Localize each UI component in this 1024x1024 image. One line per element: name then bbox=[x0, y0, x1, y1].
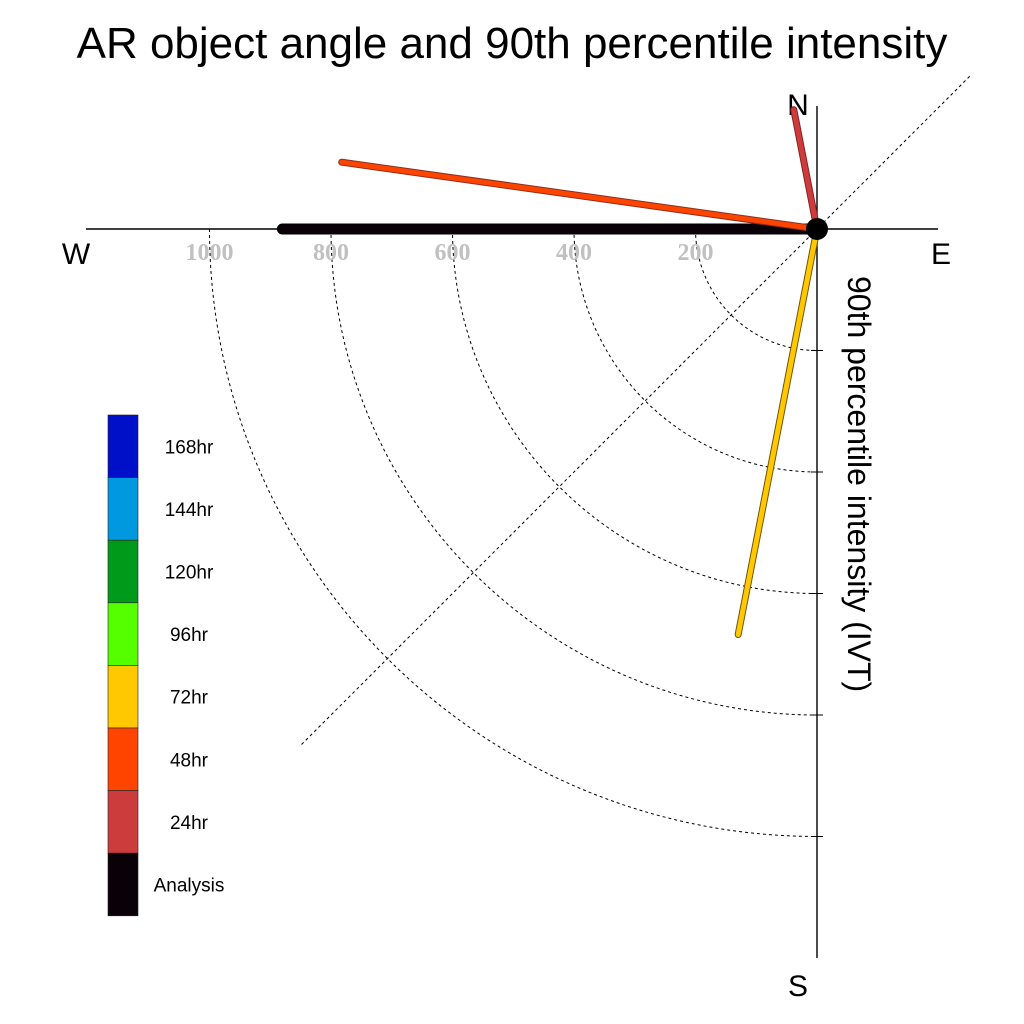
grid-arc bbox=[452, 228, 818, 594]
grid-arc bbox=[209, 228, 818, 837]
radial-tick-label: 600 bbox=[435, 240, 471, 266]
compass-west-label: W bbox=[62, 238, 91, 271]
vector-72hr bbox=[735, 226, 820, 638]
radial-tick-label: 200 bbox=[678, 240, 714, 266]
legend-label: 24hr bbox=[170, 813, 209, 834]
legend-label: Analysis bbox=[154, 876, 225, 897]
legend-label: 96hr bbox=[170, 625, 209, 646]
legend-swatch bbox=[107, 790, 139, 854]
radial-tick-label: 800 bbox=[313, 240, 349, 266]
legend-swatch bbox=[107, 477, 139, 541]
compass-south-label: S bbox=[788, 970, 808, 1003]
legend-label: 144hr bbox=[165, 500, 214, 521]
grid-arc bbox=[330, 228, 818, 716]
grid-arc bbox=[573, 228, 818, 473]
origin-marker bbox=[806, 218, 828, 240]
radial-tick-labels: 200 400 600 800 1000 bbox=[186, 240, 714, 266]
legend-swatch bbox=[107, 539, 139, 604]
radial-tick-label: 400 bbox=[556, 240, 592, 266]
y-axis-label: 90th percentile intensity (IVT) bbox=[841, 276, 877, 692]
legend-label: 48hr bbox=[170, 750, 209, 771]
legend-swatch bbox=[107, 727, 139, 791]
legend-swatch bbox=[107, 414, 139, 478]
compass-east-label: E bbox=[931, 238, 951, 271]
legend-label: 120hr bbox=[165, 563, 214, 584]
legend-label: 72hr bbox=[170, 688, 209, 709]
intensity-vectors bbox=[276, 106, 823, 639]
diagonal-grid-line bbox=[301, 74, 972, 745]
legend-swatch bbox=[107, 852, 139, 917]
vector-24hr bbox=[791, 107, 820, 232]
legend-swatch bbox=[107, 665, 139, 729]
vector-48hr bbox=[339, 159, 820, 232]
chart-title: AR object angle and 90th percentile inte… bbox=[77, 19, 948, 68]
legend: 168hr 144hr 120hr 96hr 72hr 48hr 24hr Analysis bbox=[107, 414, 225, 917]
legend-swatch bbox=[107, 602, 139, 666]
radial-tick-label: 1000 bbox=[186, 240, 234, 266]
legend-label: 168hr bbox=[165, 437, 214, 458]
